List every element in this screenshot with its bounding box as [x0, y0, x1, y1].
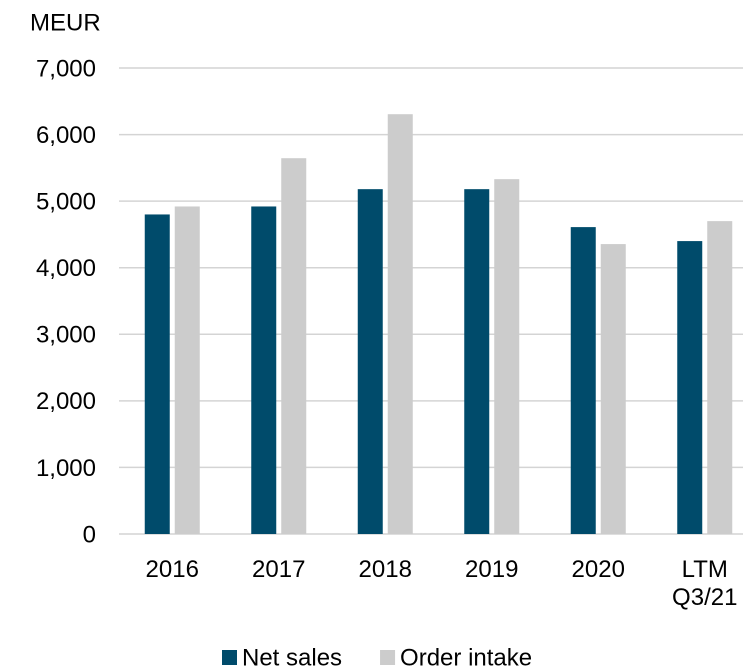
y-tick-label: 2,000 [36, 388, 96, 415]
y-tick-label: 5,000 [36, 188, 96, 215]
x-tick-label: LTM Q3/21 [672, 556, 738, 611]
x-tick-label: 2017 [252, 556, 306, 583]
bar [281, 158, 307, 534]
bar [677, 241, 703, 535]
bar [174, 206, 200, 534]
x-tick-label: 2020 [571, 556, 625, 583]
legend-swatch [222, 650, 237, 665]
bar [144, 214, 170, 534]
y-tick-label: 0 [83, 521, 96, 548]
legend-label: Net sales [242, 644, 342, 671]
bar [600, 244, 626, 534]
y-tick-label: 7,000 [36, 55, 96, 82]
y-tick-label: 1,000 [36, 455, 96, 482]
bar [707, 221, 733, 534]
bar [464, 189, 490, 534]
y-tick-label: 3,000 [36, 322, 96, 349]
x-tick-label: 2018 [358, 556, 412, 583]
x-tick-label: 2016 [145, 556, 199, 583]
bar [387, 114, 413, 535]
y-axis-label: MEUR [30, 9, 101, 36]
legend-swatch [380, 650, 396, 665]
bar [570, 227, 596, 534]
bar [494, 179, 520, 534]
y-tick-label: 6,000 [36, 122, 96, 149]
bar [357, 189, 383, 534]
bar [251, 206, 277, 534]
x-tick-label: 2019 [465, 556, 519, 583]
legend-label: Order intake [400, 644, 532, 671]
y-tick-label: 4,000 [36, 255, 96, 282]
